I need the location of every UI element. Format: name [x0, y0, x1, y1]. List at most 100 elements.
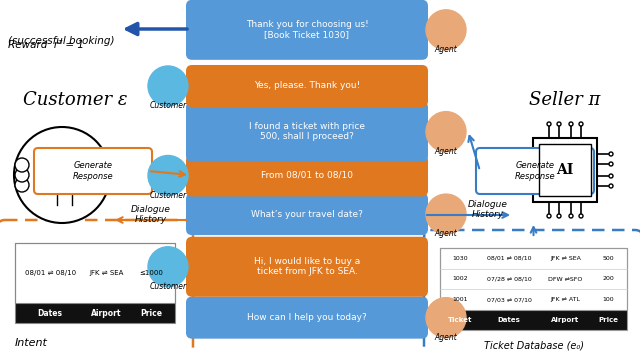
- Text: What’s your travel date?: What’s your travel date?: [251, 210, 363, 219]
- FancyBboxPatch shape: [186, 237, 428, 297]
- Bar: [15, 303, 175, 323]
- Circle shape: [426, 112, 466, 152]
- Text: Customer: Customer: [149, 101, 187, 110]
- Circle shape: [148, 247, 188, 287]
- Bar: [15, 243, 175, 323]
- Text: Reward  rᵀ = 1: Reward rᵀ = 1: [8, 40, 84, 50]
- Bar: [440, 310, 627, 330]
- FancyBboxPatch shape: [186, 154, 428, 197]
- Text: ≤1000: ≤1000: [139, 270, 163, 276]
- Bar: [440, 248, 627, 310]
- Text: Hi, I would like to buy a
ticket from JFK to SEA.: Hi, I would like to buy a ticket from JF…: [254, 257, 360, 277]
- Circle shape: [148, 66, 188, 106]
- Text: 08/01 ⇌ 08/10: 08/01 ⇌ 08/10: [24, 270, 76, 276]
- Text: 1002: 1002: [452, 277, 468, 282]
- Circle shape: [557, 122, 561, 126]
- Text: Dialogue
History: Dialogue History: [468, 200, 508, 219]
- FancyBboxPatch shape: [186, 102, 428, 161]
- Circle shape: [569, 214, 573, 218]
- Bar: [15, 243, 175, 303]
- Text: 07/28 ⇌ 08/10: 07/28 ⇌ 08/10: [487, 277, 532, 282]
- Circle shape: [15, 178, 29, 192]
- Circle shape: [517, 152, 521, 156]
- Circle shape: [609, 184, 613, 188]
- Text: 500: 500: [602, 256, 614, 261]
- Circle shape: [609, 174, 613, 178]
- Circle shape: [49, 157, 55, 163]
- Circle shape: [426, 298, 466, 338]
- Circle shape: [579, 214, 583, 218]
- Text: Ticket: Ticket: [448, 317, 473, 323]
- Text: Airport: Airport: [551, 317, 579, 323]
- Circle shape: [569, 122, 573, 126]
- Text: Customer ε: Customer ε: [23, 91, 127, 109]
- Circle shape: [517, 162, 521, 166]
- Circle shape: [557, 214, 561, 218]
- Circle shape: [14, 127, 110, 223]
- Circle shape: [15, 158, 29, 172]
- Text: 200: 200: [602, 277, 614, 282]
- Text: How can I help you today?: How can I help you today?: [247, 313, 367, 322]
- Text: Dates: Dates: [38, 309, 63, 318]
- Text: 07/03 ⇌ 07/10: 07/03 ⇌ 07/10: [487, 297, 532, 302]
- Circle shape: [547, 214, 551, 218]
- Circle shape: [44, 172, 50, 178]
- Text: Seller π: Seller π: [529, 91, 601, 109]
- FancyBboxPatch shape: [186, 297, 428, 339]
- Text: Generate
Response: Generate Response: [515, 161, 556, 181]
- Circle shape: [54, 172, 60, 178]
- FancyBboxPatch shape: [186, 193, 428, 235]
- Text: Customer: Customer: [149, 191, 187, 199]
- Text: Price: Price: [598, 317, 618, 323]
- Text: Thank you for choosing us!
[Book Ticket 1030]: Thank you for choosing us! [Book Ticket …: [246, 20, 369, 40]
- Text: Agent: Agent: [435, 45, 458, 54]
- FancyBboxPatch shape: [424, 230, 640, 351]
- Text: Generate
Response: Generate Response: [73, 161, 113, 181]
- Text: JFK ⇌ ATL: JFK ⇌ ATL: [550, 297, 580, 302]
- Text: 100: 100: [602, 297, 614, 302]
- Circle shape: [426, 194, 466, 234]
- Circle shape: [39, 187, 45, 193]
- Circle shape: [579, 122, 583, 126]
- FancyBboxPatch shape: [0, 220, 193, 351]
- FancyBboxPatch shape: [186, 0, 428, 60]
- FancyBboxPatch shape: [34, 148, 152, 194]
- Text: JFK ⇌ SEA: JFK ⇌ SEA: [89, 270, 124, 276]
- FancyBboxPatch shape: [186, 65, 428, 107]
- Circle shape: [69, 172, 75, 178]
- Text: Airport: Airport: [91, 309, 122, 318]
- Text: Agent: Agent: [435, 229, 458, 238]
- Text: Agent: Agent: [435, 147, 458, 155]
- Text: 08/01 ⇌ 08/10: 08/01 ⇌ 08/10: [487, 256, 531, 261]
- Text: Agent: Agent: [435, 333, 458, 342]
- Circle shape: [69, 187, 75, 193]
- Bar: [440, 248, 627, 330]
- Circle shape: [84, 187, 90, 193]
- Circle shape: [517, 184, 521, 188]
- Text: Customer: Customer: [149, 282, 187, 291]
- Text: Intent: Intent: [15, 338, 48, 348]
- Circle shape: [148, 155, 188, 196]
- Text: DFW ⇌SFO: DFW ⇌SFO: [548, 277, 582, 282]
- Text: AI: AI: [556, 163, 573, 177]
- FancyBboxPatch shape: [476, 148, 594, 194]
- Circle shape: [15, 168, 29, 182]
- Text: 1030: 1030: [452, 256, 468, 261]
- Circle shape: [54, 187, 60, 193]
- Circle shape: [609, 162, 613, 166]
- Bar: [533, 138, 597, 202]
- Text: JFK ⇌ SEA: JFK ⇌ SEA: [550, 256, 580, 261]
- Text: Dates: Dates: [498, 317, 520, 323]
- Text: 1001: 1001: [453, 297, 468, 302]
- Text: Ticket Database (e₀): Ticket Database (e₀): [483, 340, 584, 350]
- Text: Yes, please. Thank you!: Yes, please. Thank you!: [254, 81, 360, 91]
- Text: From 08/01 to 08/10: From 08/01 to 08/10: [261, 171, 353, 180]
- Text: (successful booking): (successful booking): [8, 36, 115, 46]
- Text: Dialogue
History: Dialogue History: [131, 205, 171, 224]
- Bar: [539, 144, 591, 196]
- Circle shape: [609, 152, 613, 156]
- Text: I found a ticket with price
500, shall I proceed?: I found a ticket with price 500, shall I…: [249, 122, 365, 141]
- Circle shape: [517, 174, 521, 178]
- Circle shape: [426, 10, 466, 50]
- Circle shape: [547, 122, 551, 126]
